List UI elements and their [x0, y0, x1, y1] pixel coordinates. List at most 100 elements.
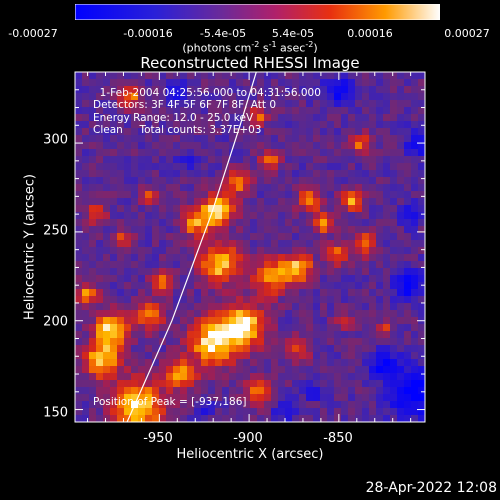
- heatmap-cell: [201, 142, 209, 150]
- heatmap-cell: [82, 359, 90, 367]
- colorbar-tick: -0.00016: [123, 27, 173, 40]
- heatmap-cell: [208, 324, 216, 332]
- heatmap-cell: [383, 149, 391, 157]
- heatmap-cell: [110, 156, 118, 164]
- heatmap-cell: [243, 184, 251, 192]
- heatmap-cell: [362, 219, 370, 227]
- heatmap-cell: [285, 240, 293, 248]
- heatmap-cell: [271, 149, 279, 157]
- heatmap-cell: [222, 408, 230, 416]
- heatmap-cell: [348, 352, 356, 360]
- heatmap-cell: [299, 156, 307, 164]
- heatmap-cell: [278, 366, 286, 374]
- heatmap-cell: [376, 184, 384, 192]
- heatmap-cell: [222, 338, 230, 346]
- heatmap-cell: [145, 170, 153, 178]
- heatmap-cell: [327, 380, 335, 388]
- heatmap-cell: [271, 408, 279, 416]
- heatmap-cell: [299, 296, 307, 304]
- heatmap-cell: [285, 198, 293, 206]
- heatmap-cell: [131, 303, 139, 311]
- heatmap-cell: [390, 121, 398, 129]
- heatmap-cell: [96, 415, 104, 422]
- heatmap-cell: [89, 240, 97, 248]
- heatmap-cell: [201, 282, 209, 290]
- heatmap-cell: [306, 254, 314, 262]
- heatmap-cell: [397, 205, 405, 213]
- heatmap-cell: [369, 247, 377, 255]
- heatmap-cell: [180, 233, 188, 241]
- heatmap-cell: [159, 72, 167, 80]
- heatmap-cell: [341, 198, 349, 206]
- heatmap-cell: [397, 303, 405, 311]
- heatmap-cell: [208, 121, 216, 129]
- heatmap-cell: [355, 121, 363, 129]
- heatmap-cell: [96, 114, 104, 122]
- heatmap-cell: [404, 184, 412, 192]
- heatmap-cell: [306, 135, 314, 143]
- heatmap-cell: [397, 184, 405, 192]
- heatmap-cell: [159, 177, 167, 185]
- heatmap-cell: [320, 345, 328, 353]
- heatmap-cell: [180, 156, 188, 164]
- heatmap-cell: [187, 366, 195, 374]
- heatmap-cell: [236, 380, 244, 388]
- heatmap-cell: [110, 163, 118, 171]
- heatmap-cell: [313, 72, 321, 80]
- heatmap-cell: [320, 387, 328, 395]
- heatmap-cell: [173, 324, 181, 332]
- heatmap-cell: [117, 128, 125, 136]
- heatmap-cell: [243, 240, 251, 248]
- heatmap-cell: [418, 100, 425, 108]
- heatmap-cell: [334, 282, 342, 290]
- heatmap-cell: [131, 128, 139, 136]
- heatmap-cell: [173, 177, 181, 185]
- heatmap-cell: [278, 219, 286, 227]
- heatmap-cell: [285, 268, 293, 276]
- heatmap-cell: [166, 282, 174, 290]
- heatmap-cell: [411, 219, 419, 227]
- heatmap-cell: [362, 121, 370, 129]
- heatmap-cell: [110, 324, 118, 332]
- heatmap-cell: [271, 247, 279, 255]
- heatmap-cell: [131, 107, 139, 115]
- heatmap-cell: [376, 282, 384, 290]
- heatmap-cell: [159, 345, 167, 353]
- heatmap-cell: [131, 352, 139, 360]
- heatmap-cell: [201, 352, 209, 360]
- heatmap-cell: [348, 331, 356, 339]
- heatmap-cell: [376, 163, 384, 171]
- heatmap-cell: [348, 107, 356, 115]
- heatmap-cell: [334, 93, 342, 101]
- heatmap-cell: [397, 128, 405, 136]
- heatmap-cell: [306, 219, 314, 227]
- heatmap-cell: [397, 254, 405, 262]
- heatmap-cell: [96, 296, 104, 304]
- heatmap-cell: [96, 254, 104, 262]
- heatmap-cell: [96, 233, 104, 241]
- heatmap-cell: [404, 331, 412, 339]
- heatmap-cell: [264, 205, 272, 213]
- heatmap-cell: [250, 191, 258, 199]
- heatmap-cell: [229, 296, 237, 304]
- heatmap-cell: [250, 128, 258, 136]
- heatmap-cell: [187, 331, 195, 339]
- heatmap-cell: [229, 93, 237, 101]
- heatmap-cell: [250, 86, 258, 94]
- heatmap-cell: [215, 317, 223, 325]
- heatmap-cell: [306, 149, 314, 157]
- heatmap-cell: [201, 240, 209, 248]
- heatmap-cell: [292, 128, 300, 136]
- heatmap-cell: [124, 114, 132, 122]
- heatmap-cell: [271, 72, 279, 80]
- heatmap-cell: [355, 254, 363, 262]
- heatmap-cell: [222, 156, 230, 164]
- heatmap-cell: [75, 121, 83, 129]
- heatmap-cell: [404, 121, 412, 129]
- heatmap-cell: [397, 415, 405, 422]
- heatmap-cell: [159, 135, 167, 143]
- heatmap-cell: [390, 114, 398, 122]
- heatmap-cell: [383, 72, 391, 80]
- heatmap-cell: [243, 324, 251, 332]
- heatmap-cell: [341, 156, 349, 164]
